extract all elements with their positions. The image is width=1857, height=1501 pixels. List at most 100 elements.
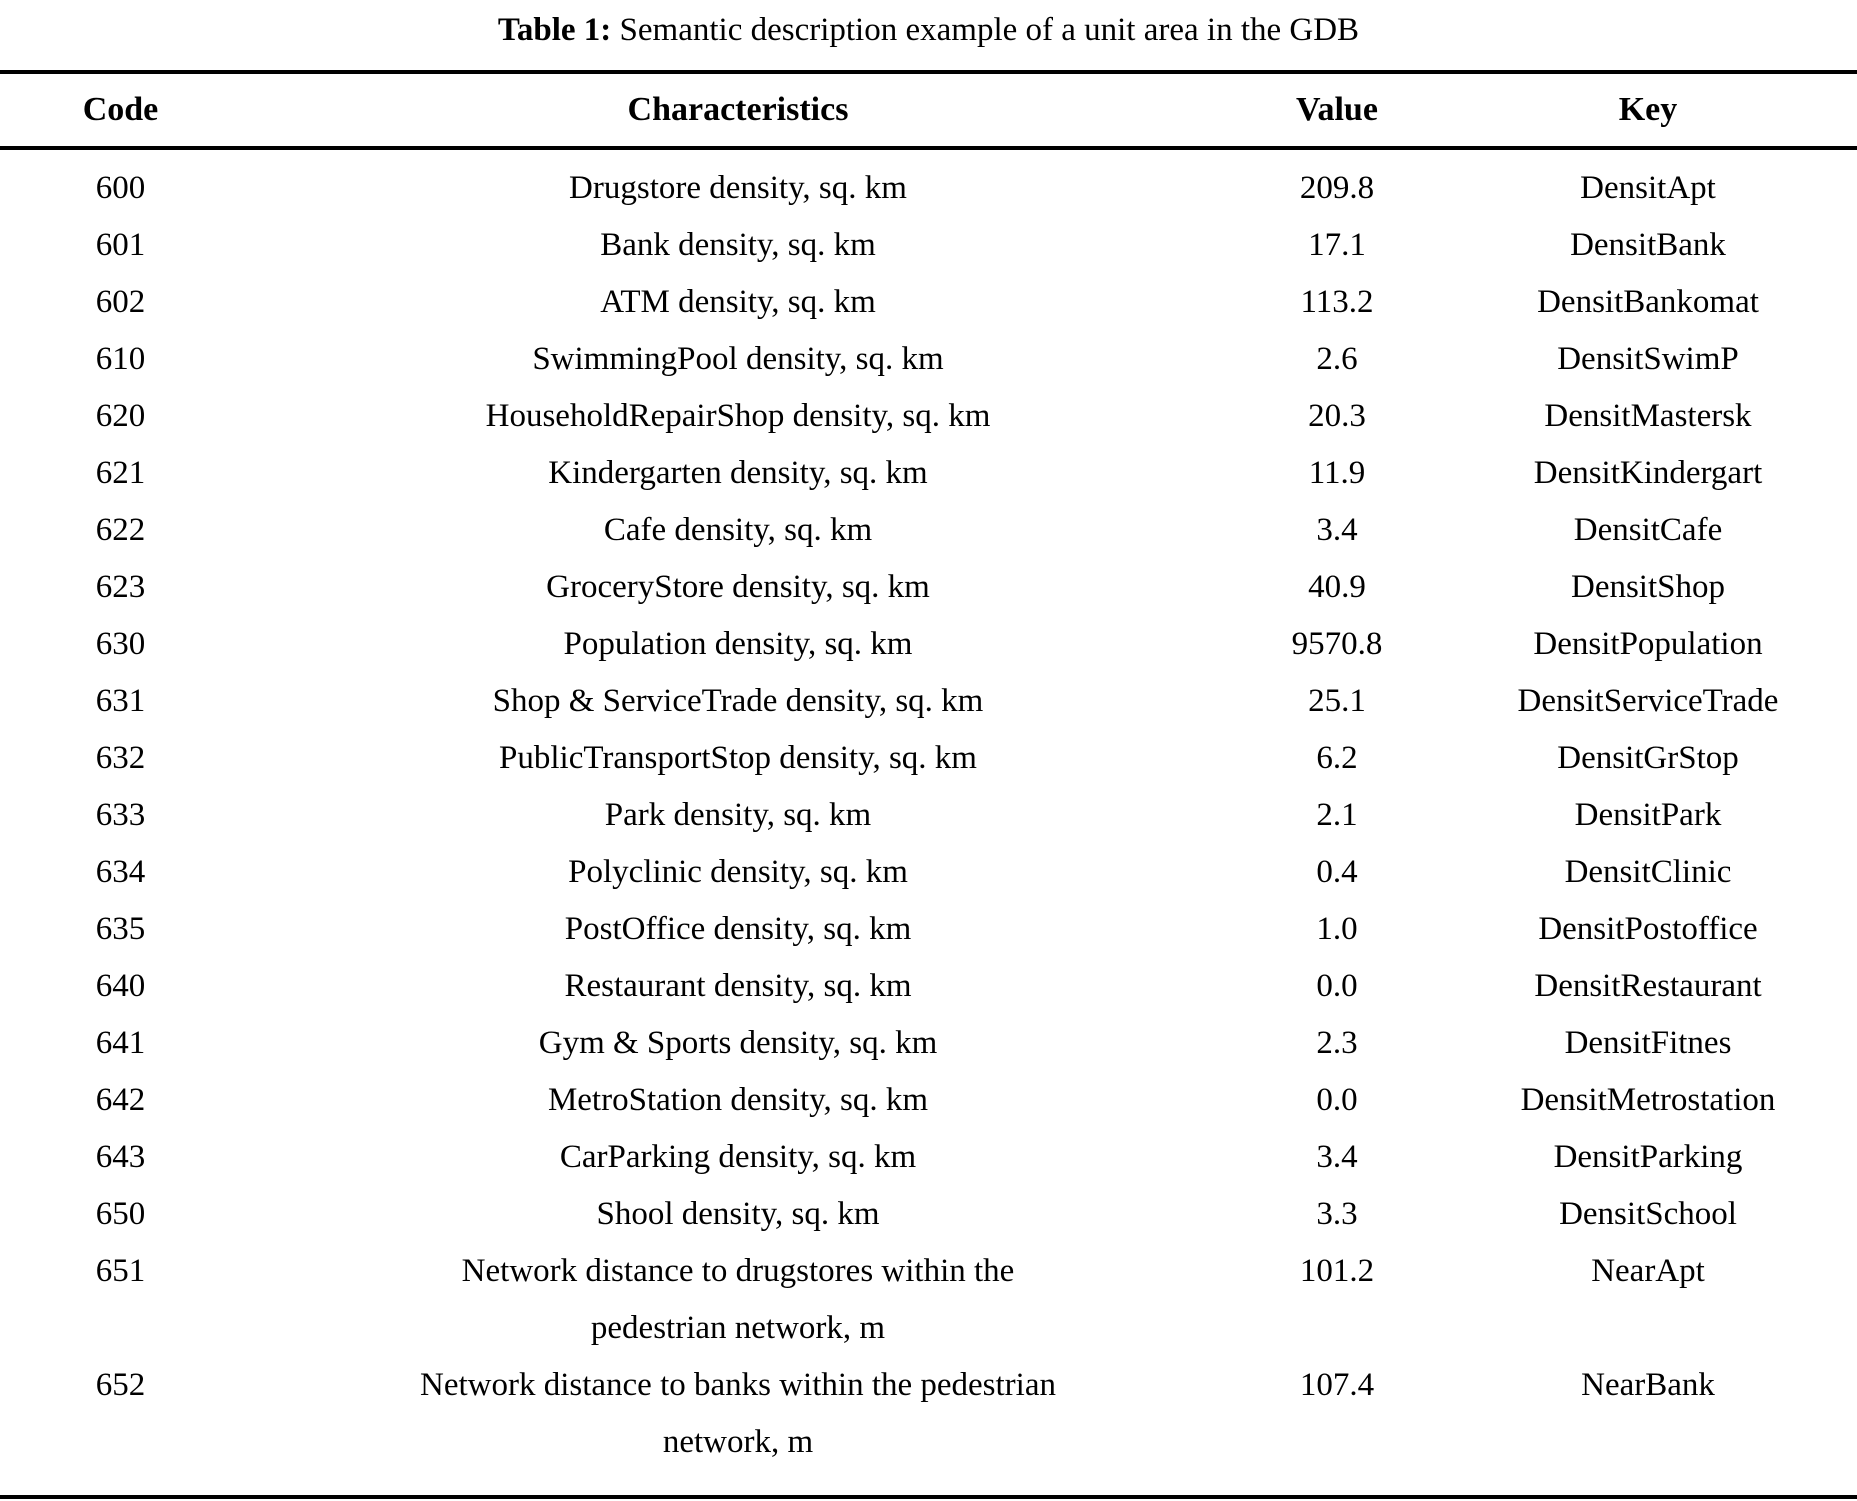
table-row: 601 Bank density, sq. km 17.1 DensitBank: [0, 217, 1857, 274]
cell-characteristics: HouseholdRepairShop density, sq. km: [485, 398, 991, 434]
cell-value: 107.4: [1299, 1367, 1375, 1403]
cell-value: 0.0: [1316, 968, 1358, 1004]
cell-value: 209.8: [1299, 170, 1375, 206]
cell-code: 610: [95, 341, 146, 377]
table-row: 623 GroceryStore density, sq. km 40.9 De…: [0, 559, 1857, 616]
cell-value: 1.0: [1316, 911, 1358, 947]
cell-code: 635: [95, 911, 146, 947]
cell-characteristics: Network distance to banks within the ped…: [419, 1367, 1056, 1460]
cell-code: 633: [95, 797, 146, 833]
cell-value: 17.1: [1308, 227, 1366, 263]
cell-key: NearApt: [1591, 1253, 1705, 1289]
cell-value: 101.2: [1299, 1253, 1375, 1289]
cell-key: DensitPopulation: [1533, 626, 1763, 662]
table-row: 652 Network distance to banks within the…: [0, 1357, 1857, 1497]
cell-code: 622: [95, 512, 146, 548]
column-header-characteristics: Characteristics: [241, 72, 1235, 150]
cell-code: 600: [95, 170, 146, 206]
cell-key: DensitCafe: [1573, 512, 1723, 548]
table-row: 641 Gym & Sports density, sq. km 2.3 Den…: [0, 1015, 1857, 1072]
cell-key: DensitPark: [1574, 797, 1722, 833]
cell-value: 0.0: [1316, 1082, 1358, 1118]
column-header-value: Value: [1235, 72, 1439, 150]
cell-code: 623: [95, 569, 146, 605]
cell-characteristics: Kindergarten density, sq. km: [548, 455, 928, 491]
column-header-key: Key: [1439, 72, 1857, 150]
table-row: 620 HouseholdRepairShop density, sq. km …: [0, 388, 1857, 445]
cell-code: 643: [95, 1139, 146, 1175]
table-row: 651 Network distance to drugstores withi…: [0, 1243, 1857, 1357]
cell-value: 6.2: [1316, 740, 1358, 776]
table-row: 635 PostOffice density, sq. km 1.0 Densi…: [0, 901, 1857, 958]
cell-characteristics: Restaurant density, sq. km: [564, 968, 912, 1004]
cell-value: 0.4: [1316, 854, 1358, 890]
cell-code: 652: [95, 1367, 146, 1403]
table-row: 630 Population density, sq. km 9570.8 De…: [0, 616, 1857, 673]
cell-characteristics: Cafe density, sq. km: [603, 512, 873, 548]
cell-value: 2.3: [1316, 1025, 1358, 1061]
cell-code: 620: [95, 398, 146, 434]
cell-characteristics: Drugstore density, sq. km: [569, 170, 907, 206]
table-row: 650 Shool density, sq. km 3.3 DensitScho…: [0, 1186, 1857, 1243]
cell-key: DensitGrStop: [1557, 740, 1739, 776]
cell-key: DensitClinic: [1564, 854, 1732, 890]
cell-characteristics: ATM density, sq. km: [600, 284, 876, 320]
cell-code: 601: [95, 227, 146, 263]
cell-value: 113.2: [1300, 284, 1374, 320]
cell-value: 3.3: [1316, 1196, 1358, 1232]
cell-characteristics: PostOffice density, sq. km: [564, 911, 912, 947]
cell-code: 640: [95, 968, 146, 1004]
cell-key: DensitFitnes: [1564, 1025, 1732, 1061]
cell-characteristics: Gym & Sports density, sq. km: [538, 1025, 938, 1061]
table-row: 621 Kindergarten density, sq. km 11.9 De…: [0, 445, 1857, 502]
table-header-row: Code Characteristics Value Key: [0, 72, 1857, 150]
table-body: 600 Drugstore density, sq. km 209.8 Dens…: [0, 148, 1857, 1497]
cell-key: DensitShop: [1570, 569, 1725, 605]
cell-key: DensitKindergart: [1533, 455, 1763, 491]
cell-characteristics: CarParking density, sq. km: [559, 1139, 917, 1175]
table-caption: Table 1: Semantic description example of…: [0, 0, 1857, 70]
cell-value: 9570.8: [1291, 626, 1383, 662]
cell-code: 650: [95, 1196, 146, 1232]
cell-characteristics: Bank density, sq. km: [600, 227, 876, 263]
cell-value: 3.4: [1316, 1139, 1358, 1175]
cell-code: 602: [95, 284, 146, 320]
semantic-description-table: Code Characteristics Value Key 600 Drugs…: [0, 70, 1857, 1499]
table-row: 642 MetroStation density, sq. km 0.0 Den…: [0, 1072, 1857, 1129]
cell-key: NearBank: [1581, 1367, 1715, 1403]
cell-key: DensitMastersk: [1544, 398, 1752, 434]
cell-characteristics: Polyclinic density, sq. km: [568, 854, 908, 890]
table-caption-label: Table 1:: [497, 12, 612, 48]
cell-characteristics: MetroStation density, sq. km: [547, 1082, 929, 1118]
cell-characteristics: GroceryStore density, sq. km: [546, 569, 930, 605]
cell-code: 651: [95, 1253, 146, 1289]
cell-value: 3.4: [1316, 512, 1358, 548]
cell-key: DensitParking: [1553, 1139, 1743, 1175]
cell-characteristics: Population density, sq. km: [563, 626, 913, 662]
cell-characteristics: Park density, sq. km: [604, 797, 872, 833]
cell-key: DensitServiceTrade: [1517, 683, 1779, 719]
cell-key: DensitSwimP: [1557, 341, 1739, 377]
table-header: Code Characteristics Value Key: [0, 72, 1857, 150]
cell-code: 641: [95, 1025, 146, 1061]
cell-key: DensitBank: [1570, 227, 1726, 263]
table-row: 622 Cafe density, sq. km 3.4 DensitCafe: [0, 502, 1857, 559]
cell-code: 634: [95, 854, 146, 890]
cell-value: 2.1: [1316, 797, 1358, 833]
cell-code: 630: [95, 626, 146, 662]
cell-value: 25.1: [1308, 683, 1366, 719]
table-row: 640 Restaurant density, sq. km 0.0 Densi…: [0, 958, 1857, 1015]
cell-code: 621: [95, 455, 146, 491]
cell-key: DensitMetrostation: [1520, 1082, 1776, 1118]
cell-characteristics: Shop & ServiceTrade density, sq. km: [492, 683, 984, 719]
cell-value: 2.6: [1316, 341, 1358, 377]
cell-key: DensitBankomat: [1537, 284, 1759, 320]
table-row: 643 CarParking density, sq. km 3.4 Densi…: [0, 1129, 1857, 1186]
table-row: 602 ATM density, sq. km 113.2 DensitBank…: [0, 274, 1857, 331]
table-row: 600 Drugstore density, sq. km 209.8 Dens…: [0, 148, 1857, 217]
cell-characteristics: Network distance to drugstores within th…: [461, 1253, 1015, 1346]
cell-characteristics: Shool density, sq. km: [596, 1196, 880, 1232]
table-row: 610 SwimmingPool density, sq. km 2.6 Den…: [0, 331, 1857, 388]
cell-key: DensitPostoffice: [1538, 911, 1758, 947]
table-row: 633 Park density, sq. km 2.1 DensitPark: [0, 787, 1857, 844]
